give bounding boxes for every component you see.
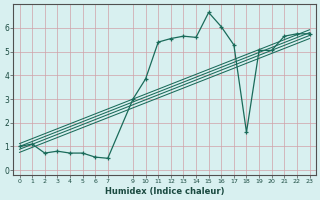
X-axis label: Humidex (Indice chaleur): Humidex (Indice chaleur) xyxy=(105,187,224,196)
